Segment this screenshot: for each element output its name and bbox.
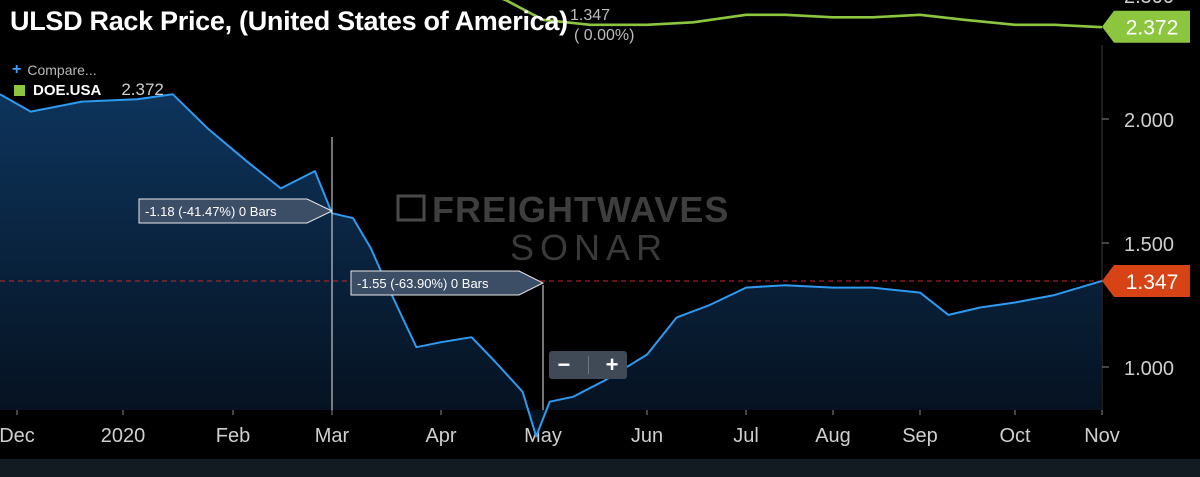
- title-last-value: 1.347: [570, 7, 611, 24]
- zoom-out-button[interactable]: −: [557, 352, 571, 377]
- x-tick-label: Aug: [815, 425, 851, 447]
- doe-badge-label: 2.372: [1126, 17, 1179, 40]
- legend-swatch: [14, 84, 25, 96]
- x-tick-label: Apr: [425, 425, 456, 447]
- ulsd-badge: [1102, 264, 1190, 297]
- x-tick-label: Oct: [999, 425, 1031, 447]
- legend-series-value: 2.372: [121, 80, 164, 99]
- watermark-line2: SONAR: [510, 227, 668, 268]
- x-tick-label: May: [524, 425, 562, 447]
- x-tick-label: 2020: [101, 425, 146, 447]
- y-tick-label: 2.000: [1124, 110, 1174, 132]
- legend-series-name: DOE.USA: [33, 81, 102, 99]
- title-change: ( 0.00%): [574, 27, 635, 44]
- zoom-in-button[interactable]: +: [605, 352, 619, 377]
- compare-label: Compare...: [27, 62, 97, 78]
- doe-badge: [1102, 10, 1190, 43]
- x-tick-label: Dec: [0, 425, 35, 447]
- annotation-label: -1.55 (-63.90%) 0 Bars: [357, 276, 489, 291]
- x-tick-label: Feb: [216, 425, 250, 447]
- chart-title: ULSD Rack Price, (United States of Ameri…: [10, 6, 568, 36]
- x-tick-label: Mar: [315, 425, 350, 447]
- annotation-box: [350, 270, 545, 296]
- ulsd-series-line: [0, 93, 1103, 438]
- bottom-bar: [0, 459, 1200, 477]
- doe-series-line: [501, 0, 1103, 29]
- y-tick-label: 1.500: [1124, 234, 1174, 256]
- x-tick-label: Jul: [733, 425, 759, 447]
- x-tick-label: Nov: [1084, 425, 1120, 447]
- x-tick-label: Jun: [631, 425, 663, 447]
- annotation-box: [138, 198, 334, 224]
- watermark-line1: FREIGHTWAVES: [432, 189, 729, 230]
- annotation-label: -1.18 (-41.47%) 0 Bars: [145, 204, 277, 219]
- price-chart: FREIGHTWAVESSONAR1.0001.5002.0002.5003.0…: [0, 0, 1190, 447]
- y-tick-label: 2.500: [1124, 0, 1174, 8]
- ulsd-area: [0, 94, 1102, 437]
- x-tick-label: Sep: [902, 425, 938, 447]
- watermark-logo-icon: [396, 194, 426, 222]
- zoom-control: − +: [549, 351, 627, 379]
- compare-button[interactable]: + Compare...: [12, 61, 97, 79]
- ulsd-badge-label: 1.347: [1126, 271, 1179, 294]
- plus-icon: +: [12, 61, 22, 78]
- zoom-divider: [587, 356, 589, 374]
- y-tick-label: 1.000: [1124, 358, 1174, 380]
- legend-doe[interactable]: DOE.USA 2.372: [14, 80, 164, 100]
